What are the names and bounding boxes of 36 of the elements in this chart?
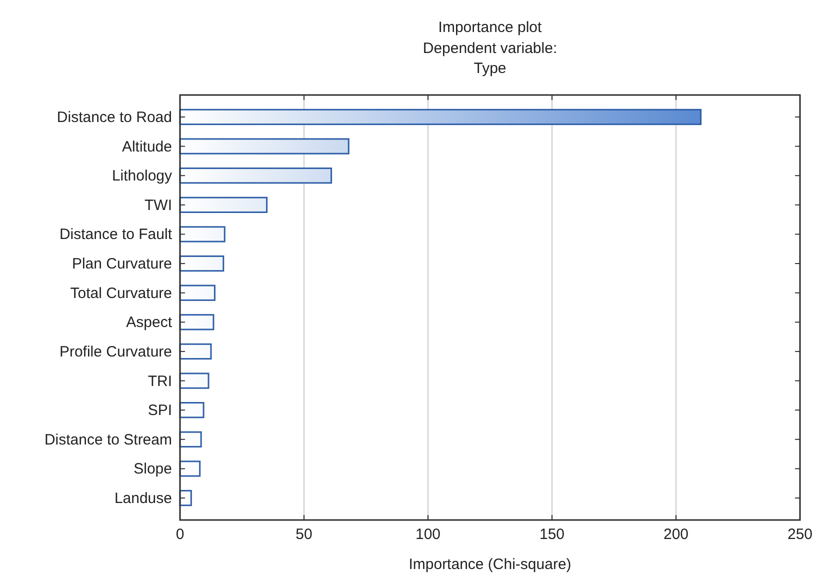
bar (179, 226, 226, 242)
bar (179, 314, 214, 330)
y-tick-label: Distance to Road (56, 108, 172, 126)
chart-subtitle: Dependent variable: Type (422, 40, 558, 77)
x-tick-label: 250 (787, 526, 813, 543)
bar (179, 138, 350, 154)
y-tick-label: Landuse (114, 490, 172, 508)
y-tick-label: SPI (148, 402, 172, 420)
bar (179, 284, 216, 301)
bar (179, 460, 201, 477)
x-axis-title: Importance (Chi-square) (408, 556, 572, 573)
bar (179, 343, 212, 360)
y-tick-label: TRI (148, 372, 172, 390)
y-tick-label: Aspect (126, 314, 173, 332)
x-tick-label: 0 (176, 526, 184, 543)
y-tick-label: Total Curvature (70, 284, 172, 302)
y-tick-label: Slope (134, 460, 172, 478)
bar (179, 168, 332, 184)
y-tick-label: TWI (144, 196, 172, 214)
x-tick-label: 100 (415, 526, 441, 543)
y-tick-label: Plan Curvature (72, 256, 172, 273)
x-tick-label: 150 (539, 526, 565, 543)
chart-title: Importance plot (438, 19, 543, 36)
bar (179, 431, 202, 448)
y-tick-label: Lithology (112, 168, 172, 185)
bar (179, 372, 210, 389)
y-tick-label: Distance to Stream (44, 431, 172, 448)
x-tick-label: 200 (663, 526, 689, 543)
y-tick-label: Profile Curvature (59, 343, 172, 360)
x-tick-label: 50 (296, 526, 312, 543)
bar (179, 196, 268, 213)
bar (179, 108, 702, 126)
bar (179, 402, 204, 418)
y-tick-label: Distance to Fault (59, 226, 173, 244)
y-tick-label: Altitude (122, 138, 172, 156)
bar (179, 255, 224, 272)
